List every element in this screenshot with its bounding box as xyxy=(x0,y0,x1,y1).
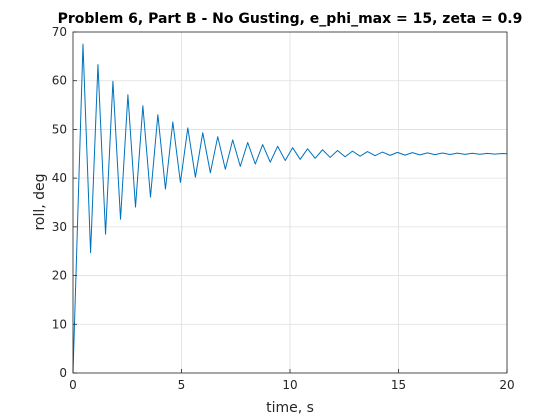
y-tick-label: 50 xyxy=(52,122,67,136)
x-tick-label: 10 xyxy=(282,378,297,392)
y-tick-label: 20 xyxy=(52,269,67,283)
series-line xyxy=(72,43,508,374)
chart-title: Problem 6, Part B - No Gusting, e_phi_ma… xyxy=(58,11,523,27)
y-tick-label: 60 xyxy=(52,74,67,88)
x-tick-label: 15 xyxy=(391,378,406,392)
y-tick-label: 70 xyxy=(52,25,67,39)
y-tick-label: 30 xyxy=(52,220,67,234)
y-tick-label: 40 xyxy=(52,171,67,185)
y-tick-label: 10 xyxy=(52,317,67,331)
x-tick-label: 5 xyxy=(178,378,186,392)
x-tick-label: 0 xyxy=(69,378,77,392)
x-axis-label: time, s xyxy=(266,400,314,416)
y-axis-label: roll, deg xyxy=(32,173,48,230)
lines xyxy=(72,43,508,374)
x-tick-label: 20 xyxy=(499,378,514,392)
y-tick-label: 0 xyxy=(59,366,67,380)
